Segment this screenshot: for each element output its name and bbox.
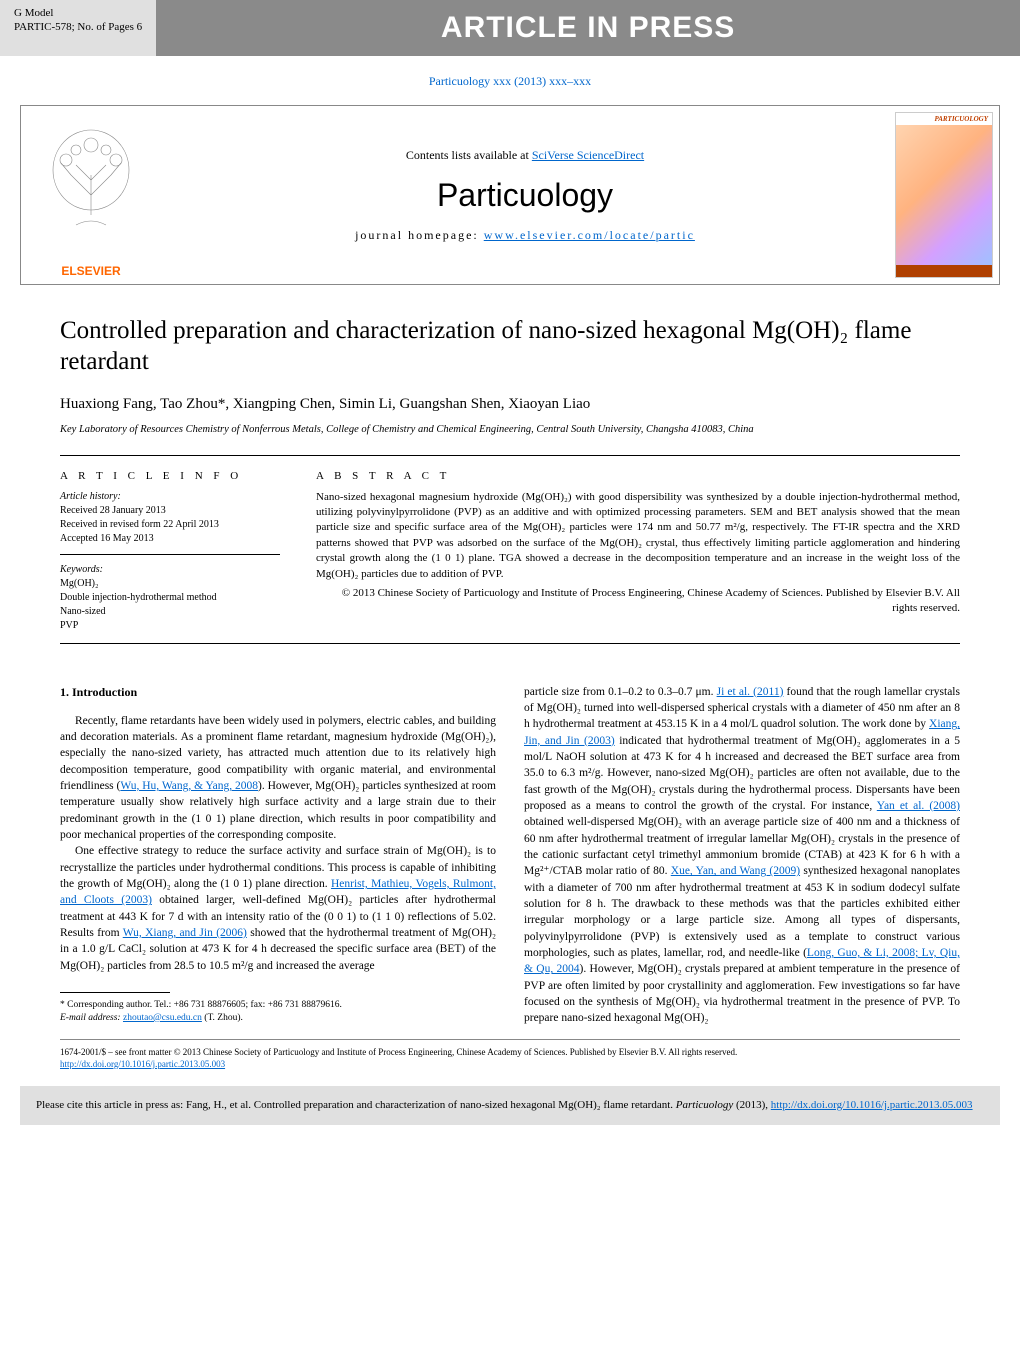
model-label: G Model bbox=[14, 6, 142, 20]
author-list: Huaxiong Fang, Tao Zhou*, Xiangping Chen… bbox=[60, 396, 960, 413]
banner-model-ref: G Model PARTIC-578; No. of Pages 6 bbox=[0, 0, 156, 56]
copyright-line: © 2013 Chinese Society of Particuology a… bbox=[316, 586, 960, 617]
article-body: Controlled preparation and characterizat… bbox=[0, 285, 1020, 1037]
cover-art bbox=[896, 125, 992, 265]
article-ref: PARTIC-578; No. of Pages 6 bbox=[14, 20, 142, 34]
keyword: Double injection-hydrothermal method bbox=[60, 591, 280, 605]
cite-doi-link[interactable]: http://dx.doi.org/10.1016/j.partic.2013.… bbox=[771, 1099, 973, 1111]
abstract-heading: A B S T R A C T bbox=[316, 470, 960, 482]
article-in-press-label: ARTICLE IN PRESS bbox=[156, 0, 1020, 56]
journal-header-box: ELSEVIER Contents lists available at Sci… bbox=[20, 105, 1000, 285]
email-line: E-mail address: zhoutao@csu.edu.cn (T. Z… bbox=[60, 1012, 496, 1025]
body-paragraph: Recently, flame retardants have been wid… bbox=[60, 713, 496, 844]
body-paragraph: One effective strategy to reduce the sur… bbox=[60, 843, 496, 974]
citation-link[interactable]: Wu, Xiang, and Jin (2006) bbox=[123, 927, 247, 939]
publisher-name: ELSEVIER bbox=[21, 264, 161, 284]
divider bbox=[60, 455, 960, 456]
divider bbox=[60, 1039, 960, 1040]
citation-link[interactable]: Ji et al. (2011) bbox=[717, 686, 784, 698]
cover-title: PARTICUOLOGY bbox=[896, 113, 992, 125]
keywords-label: Keywords: bbox=[60, 563, 280, 577]
journal-citation-link[interactable]: Particuology xxx (2013) xxx–xxx bbox=[0, 74, 1020, 89]
history-item: Received 28 January 2013 bbox=[60, 504, 280, 518]
cover-footer-bar bbox=[896, 265, 992, 277]
left-column: 1. Introduction Recently, flame retardan… bbox=[60, 684, 496, 1027]
cite-journal: Particuology bbox=[676, 1099, 733, 1111]
two-column-body: 1. Introduction Recently, flame retardan… bbox=[60, 684, 960, 1027]
article-info-column: A R T I C L E I N F O Article history: R… bbox=[60, 470, 280, 633]
header-center: Contents lists available at SciVerse Sci… bbox=[161, 106, 889, 284]
issn-copyright-line: 1674-2001/$ – see front matter © 2013 Ch… bbox=[60, 1046, 960, 1058]
keyword: Mg(OH)₂ bbox=[60, 577, 280, 591]
body-paragraph: particle size from 0.1–0.2 to 0.3–0.7 μm… bbox=[524, 684, 960, 1027]
info-abstract-row: A R T I C L E I N F O Article history: R… bbox=[60, 470, 960, 633]
keyword: Nano-sized bbox=[60, 605, 280, 619]
history-label: Article history: bbox=[60, 490, 280, 504]
corresponding-author-footnote: * Corresponding author. Tel.: +86 731 88… bbox=[60, 999, 496, 1025]
abstract-text: Nano-sized hexagonal magnesium hydroxide… bbox=[316, 490, 960, 582]
journal-name: Particuology bbox=[437, 177, 613, 214]
keywords-block: Keywords: Mg(OH)₂ Double injection-hydro… bbox=[60, 563, 280, 633]
sciencedirect-link[interactable]: SciVerse ScienceDirect bbox=[532, 148, 644, 162]
citation-link[interactable]: Xue, Yan, and Wang (2009) bbox=[671, 865, 800, 877]
article-title: Controlled preparation and characterizat… bbox=[60, 315, 960, 378]
journal-homepage-line: journal homepage: www.elsevier.com/locat… bbox=[355, 228, 695, 243]
cover-image: PARTICUOLOGY bbox=[895, 112, 993, 278]
in-press-banner: G Model PARTIC-578; No. of Pages 6 ARTIC… bbox=[0, 0, 1020, 56]
corr-author-line: * Corresponding author. Tel.: +86 731 88… bbox=[60, 999, 496, 1012]
email-link[interactable]: zhoutao@csu.edu.cn bbox=[123, 1013, 202, 1023]
contents-available-line: Contents lists available at SciVerse Sci… bbox=[406, 148, 644, 163]
journal-cover-thumb: PARTICUOLOGY bbox=[889, 106, 999, 284]
front-matter-footer: 1674-2001/$ – see front matter © 2013 Ch… bbox=[0, 1042, 1020, 1076]
right-column: particle size from 0.1–0.2 to 0.3–0.7 μm… bbox=[524, 684, 960, 1027]
footnote-separator bbox=[60, 992, 170, 993]
citation-box: Please cite this article in press as: Fa… bbox=[20, 1086, 1000, 1125]
article-info-heading: A R T I C L E I N F O bbox=[60, 470, 280, 482]
citation-link[interactable]: Wu, Hu, Wang, & Yang, 2008 bbox=[120, 780, 258, 792]
article-history-block: Article history: Received 28 January 201… bbox=[60, 490, 280, 555]
affiliation: Key Laboratory of Resources Chemistry of… bbox=[60, 423, 960, 437]
abstract-column: A B S T R A C T Nano-sized hexagonal mag… bbox=[316, 470, 960, 633]
citation-link[interactable]: Yan et al. (2008) bbox=[877, 800, 960, 812]
elsevier-tree-icon bbox=[21, 106, 161, 264]
history-item: Received in revised form 22 April 2013 bbox=[60, 518, 280, 532]
publisher-panel: ELSEVIER bbox=[21, 106, 161, 284]
journal-homepage-link[interactable]: www.elsevier.com/locate/partic bbox=[484, 228, 695, 242]
doi-link[interactable]: http://dx.doi.org/10.1016/j.partic.2013.… bbox=[60, 1059, 225, 1069]
section-heading: 1. Introduction bbox=[60, 684, 496, 701]
divider bbox=[60, 643, 960, 644]
keyword: PVP bbox=[60, 619, 280, 633]
history-item: Accepted 16 May 2013 bbox=[60, 532, 280, 546]
